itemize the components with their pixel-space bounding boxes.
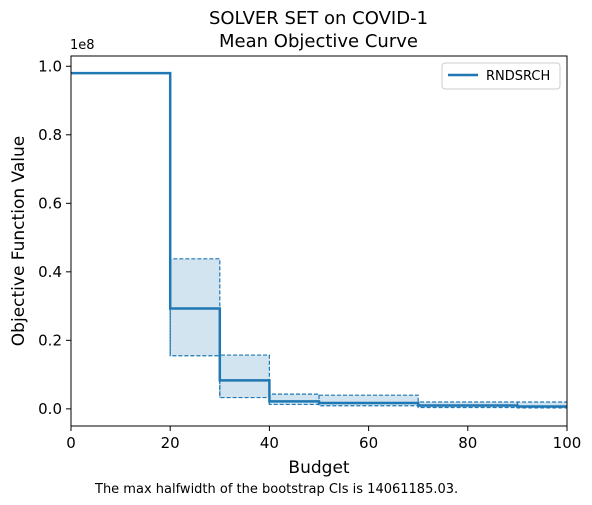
y-offset-label: 1e8	[70, 38, 95, 53]
y-tick-label: 1.0	[38, 57, 62, 75]
x-tick-label: 60	[359, 434, 378, 452]
y-tick-label: 0.4	[38, 263, 62, 281]
plot-frame	[70, 55, 568, 427]
y-tick-label: 0.0	[38, 400, 62, 418]
figure-caption: The max halfwidth of the bootstrap CIs i…	[94, 482, 458, 497]
y-tick-label: 0.2	[38, 331, 62, 349]
legend: RNDSRCH	[441, 62, 561, 90]
x-axis: 0 20 40 60 80 100	[66, 426, 581, 452]
series-line	[71, 71, 567, 408]
plot-area	[71, 71, 567, 409]
chart-title: SOLVER SET on COVID-1	[209, 8, 428, 29]
legend-entry-label: RNDSRCH	[486, 69, 550, 84]
ci-lower-line	[71, 72, 567, 409]
y-axis-label: Objective Function Value	[9, 136, 29, 346]
chart-subtitle: Mean Objective Curve	[219, 31, 418, 52]
ci-upper-line	[71, 72, 567, 403]
y-tick-label: 0.6	[38, 194, 62, 212]
x-axis-label: Budget	[288, 458, 349, 478]
ci-band	[71, 73, 567, 408]
x-tick-label: 80	[458, 434, 477, 452]
y-axis: 0.0 0.2 0.4 0.6 0.8 1.0	[38, 57, 71, 418]
x-tick-label: 0	[66, 434, 76, 452]
x-tick-label: 40	[260, 434, 279, 452]
legend-frame	[441, 62, 561, 90]
y-tick-label: 0.8	[38, 126, 62, 144]
x-tick-label: 20	[161, 434, 180, 452]
x-tick-label: 100	[553, 434, 582, 452]
